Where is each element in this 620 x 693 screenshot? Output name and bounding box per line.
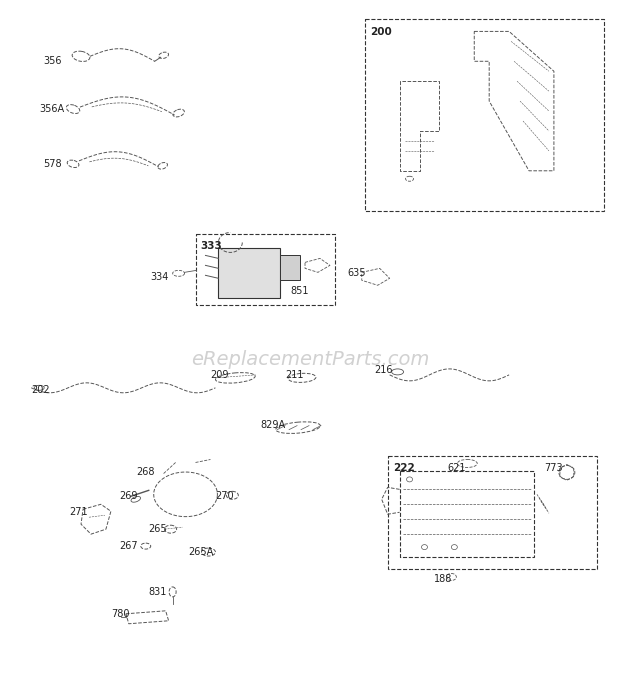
Text: 209: 209 bbox=[210, 370, 229, 380]
Text: 202: 202 bbox=[31, 385, 50, 395]
Text: 211: 211 bbox=[285, 370, 304, 380]
Bar bbox=[365, 19, 604, 211]
Text: 621: 621 bbox=[448, 464, 466, 473]
Text: 222: 222 bbox=[392, 464, 414, 473]
Bar bbox=[195, 234, 335, 305]
Text: 635: 635 bbox=[348, 268, 366, 279]
Text: 216: 216 bbox=[374, 365, 393, 375]
Text: 773: 773 bbox=[544, 464, 562, 473]
Text: 265A: 265A bbox=[188, 547, 214, 557]
Text: 267: 267 bbox=[119, 541, 138, 551]
Text: 200: 200 bbox=[370, 28, 391, 37]
Text: 829A: 829A bbox=[260, 420, 285, 430]
Bar bbox=[218, 249, 280, 298]
Text: eReplacementParts.com: eReplacementParts.com bbox=[191, 351, 429, 369]
Text: 265: 265 bbox=[149, 524, 167, 534]
Text: 780: 780 bbox=[111, 609, 130, 619]
Text: 356A: 356A bbox=[39, 104, 64, 114]
Text: 333: 333 bbox=[200, 241, 222, 252]
Text: 578: 578 bbox=[43, 159, 62, 169]
Text: 270: 270 bbox=[215, 491, 234, 501]
Text: 269: 269 bbox=[119, 491, 138, 501]
Text: 831: 831 bbox=[149, 587, 167, 597]
Text: 271: 271 bbox=[69, 507, 87, 517]
Text: 334: 334 bbox=[151, 272, 169, 282]
Bar bbox=[280, 256, 300, 280]
Bar bbox=[388, 455, 596, 569]
Text: 188: 188 bbox=[435, 574, 453, 584]
Text: 268: 268 bbox=[136, 468, 154, 477]
Bar bbox=[400, 471, 534, 557]
Text: 356: 356 bbox=[43, 56, 62, 67]
Text: 851: 851 bbox=[290, 286, 309, 297]
